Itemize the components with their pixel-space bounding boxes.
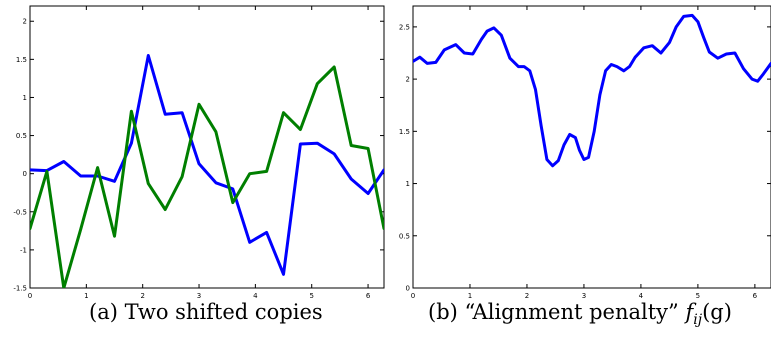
xtick-label-b: 0 <box>411 292 415 300</box>
ytick-label-a: 0.5 <box>16 132 27 140</box>
xtick-label-a: 6 <box>366 292 371 300</box>
xtick-label-b: 6 <box>753 292 758 300</box>
ytick-label-a: 0 <box>23 170 27 178</box>
ytick-label-a: -1.5 <box>13 285 27 293</box>
ytick-label-b: 2.5 <box>399 23 410 31</box>
xtick-label-b: 1 <box>468 292 472 300</box>
xtick-label-a: 2 <box>140 292 144 300</box>
plot-frame-a <box>29 5 385 289</box>
series-line-a-1 <box>30 65 384 288</box>
ytick-label-b: 0.5 <box>399 232 410 240</box>
xtick-label-a: 0 <box>28 292 32 300</box>
xtick-label-b: 3 <box>582 292 586 300</box>
caption-b-quote: “Alignment penalty” <box>464 300 679 324</box>
ytick-label-b: 0 <box>406 285 410 293</box>
xtick-label-a: 1 <box>84 292 88 300</box>
ytick-label-a: 1.5 <box>16 56 27 64</box>
caption-b-math: f <box>685 300 694 324</box>
xtick-label-a: 3 <box>197 292 201 300</box>
ytick-label-a: 1 <box>23 94 27 102</box>
plot-frame-b <box>412 5 771 289</box>
ytick-label-a: -1 <box>20 246 27 254</box>
ytick-label-b: 1 <box>406 180 410 188</box>
ytick-label-b: 2 <box>406 76 410 84</box>
caption-a-tag: (a) <box>89 300 118 324</box>
ytick-label-a: 2 <box>23 18 27 26</box>
caption-b-tag: (b) <box>428 300 458 324</box>
caption-b-arg: (g) <box>702 300 732 324</box>
caption-b-sub: ij <box>693 312 703 329</box>
series-line-b-0 <box>413 13 771 168</box>
xtick-label-b: 4 <box>639 292 644 300</box>
xtick-label-a: 4 <box>253 292 258 300</box>
xtick-label-b: 5 <box>696 292 700 300</box>
caption-a: (a) Two shifted copies <box>89 300 323 324</box>
ytick-label-a: -0.5 <box>13 208 27 216</box>
ytick-label-b: 1.5 <box>399 128 410 136</box>
caption-b: (b) “Alignment penalty” fij(g) <box>428 300 732 328</box>
caption-a-text: Two shifted copies <box>124 300 323 324</box>
figure-canvas: 0 1 2 3 4 5 6 -1.5 -1 -0.5 0 0.5 1 1.5 2 0 1 2 3 4 5 6 0 0.5 1 1.… <box>13 5 771 300</box>
series-line-a-0 <box>30 54 384 276</box>
xtick-label-a: 5 <box>309 292 313 300</box>
xtick-label-b: 2 <box>525 292 529 300</box>
